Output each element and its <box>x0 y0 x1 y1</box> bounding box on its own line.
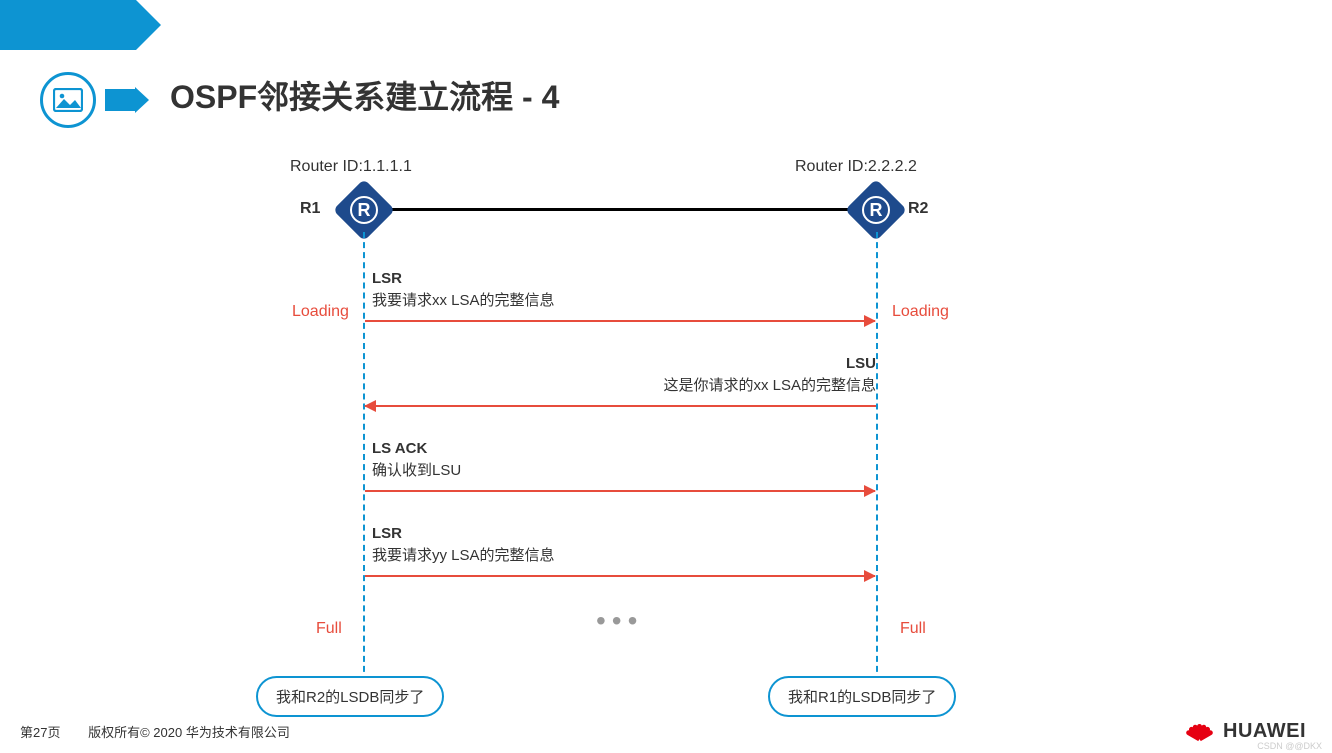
state-loading-left: Loading <box>292 303 349 321</box>
state-full-left: Full <box>316 620 342 638</box>
page-title: OSPF邻接关系建立流程 - 4 <box>170 72 559 118</box>
msg-desc: 确认收到LSU <box>372 459 876 480</box>
copyright-text: 版权所有© 2020 华为技术有限公司 <box>88 722 290 741</box>
msg-title: LSR <box>372 270 876 287</box>
message-row: LSR 我要请求xx LSA的完整信息 <box>372 270 876 310</box>
lifeline-r2 <box>876 232 878 682</box>
header-stripe <box>0 0 136 50</box>
sync-bubble-r2: 我和R1的LSDB同步了 <box>768 676 956 717</box>
router-id-r1: Router ID:1.1.1.1 <box>290 158 412 176</box>
header-picture-icon <box>40 72 96 128</box>
message-row: LSR 我要请求yy LSA的完整信息 <box>372 525 876 565</box>
router-id-r2: Router ID:2.2.2.2 <box>795 158 917 176</box>
arrow-right <box>365 575 875 577</box>
router-node-r1: R <box>342 188 386 232</box>
arrow-right <box>365 490 875 492</box>
sync-bubble-r1: 我和R2的LSDB同步了 <box>256 676 444 717</box>
huawei-logo-text: HUAWEI <box>1223 720 1306 743</box>
footer: 第27页 版权所有© 2020 华为技术有限公司 <box>20 722 290 741</box>
msg-title: LSU <box>372 355 876 372</box>
msg-desc: 我要请求xx LSA的完整信息 <box>372 289 876 310</box>
router-name-r1: R1 <box>300 200 320 218</box>
header-arrow <box>105 89 135 111</box>
state-loading-right: Loading <box>892 303 949 321</box>
msg-desc: 我要请求yy LSA的完整信息 <box>372 544 876 565</box>
arrow-right <box>365 320 875 322</box>
message-row: LS ACK 确认收到LSU <box>372 440 876 480</box>
router-name-r2: R2 <box>908 200 928 218</box>
watermark: CSDN @@DKX <box>1257 741 1322 751</box>
state-full-right: Full <box>900 620 926 638</box>
huawei-logo: HUAWEI <box>1183 713 1306 743</box>
msg-title: LSR <box>372 525 876 542</box>
ellipsis-dots: ••• <box>596 605 643 637</box>
sequence-diagram: Router ID:1.1.1.1 Router ID:2.2.2.2 R1 R… <box>240 160 960 690</box>
msg-desc: 这是你请求的xx LSA的完整信息 <box>372 374 876 395</box>
router-link <box>385 208 855 211</box>
page-number: 第27页 <box>20 722 60 741</box>
msg-title: LS ACK <box>372 440 876 457</box>
arrow-left <box>365 405 876 407</box>
lifeline-r1 <box>363 232 365 682</box>
huawei-logo-icon <box>1183 713 1217 743</box>
router-letter-r1: R <box>350 196 378 224</box>
message-row: LSU 这是你请求的xx LSA的完整信息 <box>372 355 876 395</box>
router-node-r2: R <box>854 188 898 232</box>
picture-icon <box>53 88 83 112</box>
router-letter-r2: R <box>862 196 890 224</box>
